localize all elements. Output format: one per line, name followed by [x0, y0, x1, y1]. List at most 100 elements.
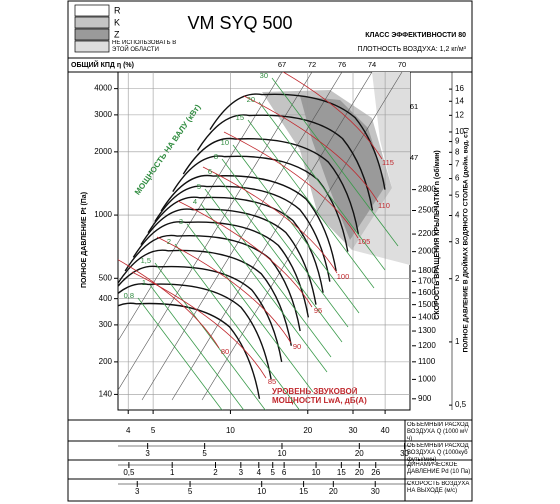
- x-tick-label: 15: [299, 487, 308, 496]
- power-value: 15: [236, 113, 244, 122]
- sound-value: 90: [293, 342, 301, 351]
- legend-swatch: [74, 28, 110, 41]
- x-tick-label: 20: [355, 468, 364, 477]
- y-tick-label: 140: [99, 390, 113, 399]
- speed-axis-title: СКОРОСТЬ ВРАЩЕНИЯ КРЫЛЬЧАТКИ n (об/мин): [433, 150, 441, 319]
- inwc-tick-label: 12: [455, 110, 464, 119]
- fan-curve: [132, 221, 310, 318]
- efficiency-label: 74: [368, 60, 376, 69]
- sound-line: [177, 200, 313, 308]
- y-tick-label: 1000: [94, 210, 112, 219]
- inwc-tick-label: 7: [455, 160, 460, 169]
- speed-tick-label: 2800: [418, 185, 436, 194]
- sound-value: 100: [337, 272, 350, 281]
- speed-tick-label: 2000: [418, 247, 436, 256]
- fan-curve: [209, 93, 386, 190]
- legend-swatch: [74, 40, 110, 53]
- sound-value: 80: [221, 347, 229, 356]
- legend-label: НЕ ИСПОЛЬЗОВАТЬ В ЭТОЙ ОБЛАСТИ: [112, 40, 177, 53]
- axis-title-box: ОБЪЕМНЫЙ РАСХОД ВОЗДУХА Q (1000 м³/ч): [407, 422, 469, 442]
- x-tick-label: 3: [135, 487, 140, 496]
- sound-value: 95: [314, 306, 322, 315]
- x-tick-label: 5: [151, 426, 156, 435]
- sound-value: 105: [358, 237, 371, 246]
- efficiency-line: [171, 72, 373, 401]
- power-line: [149, 284, 245, 410]
- power-line: [247, 119, 375, 289]
- y-tick-label: 300: [99, 320, 113, 329]
- axis-title-box: ОБЪЕМНЫЙ РАСХОД ВОЗДУХА Q (1000куб футы/…: [407, 443, 469, 463]
- inwc-axis-title: ПОЛНОЕ ДАВЛЕНИЕ В ДЮЙМАХ ВОДЯНОГО СТОЛБА…: [461, 128, 470, 353]
- power-value: 4: [193, 197, 197, 206]
- y-tick-label: 500: [99, 273, 113, 282]
- power-value: 20: [247, 95, 255, 104]
- inwc-tick-label: 0,5: [455, 400, 467, 409]
- x-tick-label: 5: [188, 487, 193, 496]
- efficiency-label: 72: [308, 60, 316, 69]
- fan-curve: [124, 234, 301, 332]
- speed-tick-label: 1500: [418, 300, 436, 309]
- y-tick-label: 2000: [94, 147, 112, 156]
- power-line: [137, 297, 223, 410]
- x-tick-label: 4: [257, 468, 262, 477]
- fan-curve: [154, 185, 331, 282]
- air-density: ПЛОТНОСТЬ ВОЗДУХА: 1,2 кг/м³: [358, 46, 467, 53]
- sound-value: 85: [268, 377, 276, 386]
- sound-line: [223, 131, 359, 239]
- inwc-tick-label: 2: [455, 274, 460, 283]
- efficiency-label: 47: [410, 153, 418, 162]
- power-value: 1,5: [141, 256, 151, 265]
- speed-tick-label: 1200: [418, 341, 436, 350]
- inwc-tick-label: 5: [455, 190, 460, 199]
- power-line: [204, 188, 332, 358]
- power-line: [232, 144, 360, 314]
- x-tick-label: 15: [337, 468, 346, 477]
- fan-curve: [118, 283, 272, 380]
- sound-value: 115: [382, 158, 394, 167]
- power-value: 30: [260, 71, 268, 80]
- power-value: 8: [214, 152, 218, 161]
- legend-label: Z: [114, 29, 120, 39]
- legend-label: R: [114, 5, 121, 15]
- speed-tick-label: 1300: [418, 326, 436, 335]
- legend-swatch: [74, 16, 110, 29]
- plot-area: [118, 72, 410, 410]
- power-value: 3: [179, 217, 183, 226]
- efficiency-label: ОБЩИЙ КПД η (%): [71, 60, 134, 69]
- zone-no-use: [352, 72, 410, 265]
- sound-line: [118, 259, 220, 349]
- power-line: [174, 243, 300, 410]
- speed-tick-label: 2200: [418, 229, 436, 238]
- speed-tick-label: 1600: [418, 288, 436, 297]
- inwc-tick-label: 6: [455, 174, 460, 183]
- axis-title: СКОРОСТЬ ВОЗДУХА НА ВЫХОДЕ (м/с): [407, 481, 470, 494]
- sound-line: [131, 271, 267, 379]
- inwc-tick-label: 3: [455, 237, 460, 246]
- efficiency-line: [118, 72, 313, 391]
- x-tick-label: 40: [381, 426, 390, 435]
- inwc-tick-label: 14: [455, 96, 464, 105]
- power-value: 6: [208, 167, 212, 176]
- fan-curve: [196, 114, 374, 211]
- x-tick-label: 4: [126, 426, 131, 435]
- axis-title-box: СКОРОСТЬ ВОЗДУХА НА ВЫХОДЕ (м/с): [407, 481, 470, 494]
- inwc-tick-label: 16: [455, 84, 464, 93]
- x-tick-label: 26: [371, 468, 380, 477]
- power-line: [271, 77, 399, 247]
- inwc-tick-label: 1: [455, 337, 460, 346]
- x-tick-label: 10: [226, 426, 235, 435]
- x-tick-label: 10: [312, 468, 321, 477]
- efficiency-label: 76: [338, 60, 346, 69]
- y-axis-title: ПОЛНОЕ ДАВЛЕНИЕ Pt (Па): [81, 192, 88, 288]
- chart-title: VM SYQ 500: [187, 13, 292, 33]
- speed-tick-label: 1800: [418, 266, 436, 275]
- fan-curve: [140, 208, 317, 305]
- efficiency-label: 67: [278, 60, 286, 69]
- speed-tick-label: 1400: [418, 312, 436, 321]
- x-tick-label: 20: [303, 426, 312, 435]
- legend-label-box: НЕ ИСПОЛЬЗОВАТЬ В ЭТОЙ ОБЛАСТИ: [112, 40, 177, 53]
- x-tick-label: 1: [170, 468, 175, 477]
- power-line: [215, 173, 343, 343]
- x-tick-label: 5: [271, 468, 276, 477]
- fan-curve: [160, 174, 337, 272]
